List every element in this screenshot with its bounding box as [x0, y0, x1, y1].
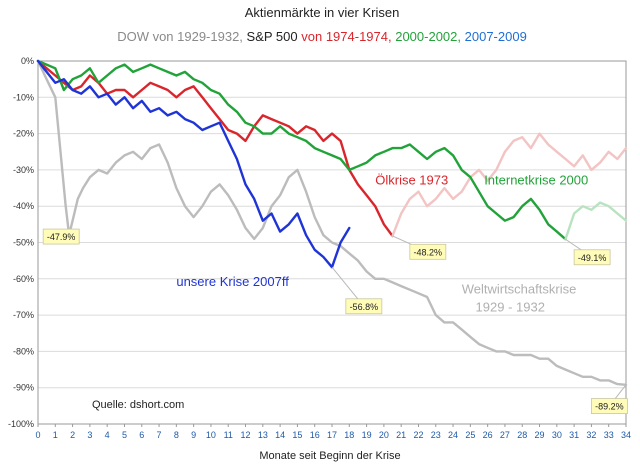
- chart-subtitle: DOW von 1929-1932, S&P 500 von 1974-1974…: [117, 29, 527, 44]
- series-lines: [36, 59, 628, 386]
- subtitle-part: 2000-2002,: [395, 29, 464, 44]
- y-tick-label: -20%: [13, 129, 34, 139]
- x-tick-label: 15: [292, 430, 302, 440]
- x-tick-label: 12: [241, 430, 251, 440]
- series-line-5: [564, 201, 628, 241]
- x-tick-label: 30: [552, 430, 562, 440]
- x-tick-label: 5: [122, 430, 127, 440]
- x-tick-label: 20: [379, 430, 389, 440]
- x-tick-label: 1: [53, 430, 58, 440]
- x-tick-label: 10: [206, 430, 216, 440]
- subtitle-part: S&P 500: [247, 29, 302, 44]
- x-tick-label: 3: [87, 430, 92, 440]
- series-annotation: unsere Krise 2007ff: [176, 274, 289, 289]
- x-tick-label: 16: [310, 430, 320, 440]
- x-tick-label: 4: [105, 430, 110, 440]
- series-annotation: 1929 - 1932: [476, 299, 545, 314]
- series-line-6: [36, 59, 351, 269]
- y-tick-label: -10%: [13, 92, 34, 102]
- y-tick-label: -90%: [13, 383, 34, 393]
- y-tick-label: -60%: [13, 274, 34, 284]
- series-annotation: Internetkrise 2000: [484, 172, 588, 187]
- x-tick-label: 7: [157, 430, 162, 440]
- y-tick-label: 0%: [21, 56, 34, 66]
- x-tick-label: 8: [174, 430, 179, 440]
- x-tick-label: 33: [604, 430, 614, 440]
- annotations: Ölkrise 1973 Internetkrise 2000 unsere Kri…: [176, 172, 588, 314]
- x-tick-label: 23: [431, 430, 441, 440]
- x-tick-label: 34: [621, 430, 631, 440]
- y-tick-label: -30%: [13, 165, 34, 175]
- x-tick-label: 24: [448, 430, 458, 440]
- x-tick-label: 11: [224, 430, 233, 440]
- x-tick-label: 25: [465, 430, 475, 440]
- y-tick-label: -100%: [8, 419, 34, 429]
- callout-box: [42, 228, 80, 245]
- callout-box: [345, 298, 383, 315]
- callout-label: -56.8%: [350, 302, 379, 312]
- x-tick-label: 29: [535, 430, 545, 440]
- x-tick-label: 27: [500, 430, 510, 440]
- callouts: -47.9% -56.8% -48.2% -49.1% -89.2%: [42, 228, 628, 414]
- x-tick-label: 18: [344, 430, 354, 440]
- x-tick-label: 28: [517, 430, 527, 440]
- callout-box: [409, 243, 447, 260]
- x-tick-label: 19: [362, 430, 372, 440]
- callout-label: -48.2%: [414, 247, 443, 257]
- x-tick-label: 9: [191, 430, 196, 440]
- x-tick-label: 2: [70, 430, 75, 440]
- subtitle-part: DOW von 1929-1932,: [117, 29, 246, 44]
- y-tick-label: -50%: [13, 238, 34, 248]
- y-tick-label: -70%: [13, 310, 34, 320]
- subtitle-part: 2007-2009: [465, 29, 527, 44]
- series-annotation: Ölkrise 1973: [375, 172, 448, 187]
- y-tick-label: -40%: [13, 201, 34, 211]
- y-tick-label: -80%: [13, 346, 34, 356]
- chart-title: Aktienmärkte in vier Krisen: [245, 5, 400, 20]
- x-tick-label: 6: [139, 430, 144, 440]
- x-tick-label: 13: [258, 430, 268, 440]
- x-tick-label: 0: [35, 430, 40, 440]
- x-tick-label: 22: [413, 430, 423, 440]
- y-axis-ticks: 0% -10% -20% -30% -40% -50% -60% -70% -80% -90% -1…: [8, 56, 34, 429]
- x-tick-label: 31: [569, 430, 579, 440]
- callout-box: [573, 249, 611, 266]
- series-line-3: [391, 132, 628, 238]
- series-line-4: [36, 59, 567, 241]
- callout-box: [591, 398, 628, 414]
- series-line-1: [36, 59, 628, 386]
- series-annotation: Weltwirtschaftskrise: [462, 281, 577, 296]
- x-axis-ticks: 0 1 2 3 4 5 6 7 8 9 10 11 12 13 14 15 16 17 18 19 20 21 22 23 24…: [35, 424, 631, 440]
- x-tick-label: 14: [275, 430, 285, 440]
- x-tick-label: 21: [396, 430, 406, 440]
- x-axis-label: Monate seit Beginn der Krise: [259, 450, 400, 462]
- source-label: Quelle: dshort.com: [92, 399, 184, 411]
- callout-label: -47.9%: [47, 232, 76, 242]
- callout-label: -89.2%: [595, 402, 624, 412]
- x-tick-label: 17: [327, 430, 337, 440]
- x-tick-label: 26: [483, 430, 493, 440]
- callout-label: -49.1%: [578, 253, 607, 263]
- x-tick-label: 32: [586, 430, 596, 440]
- subtitle-part: von 1974-1974,: [301, 29, 395, 44]
